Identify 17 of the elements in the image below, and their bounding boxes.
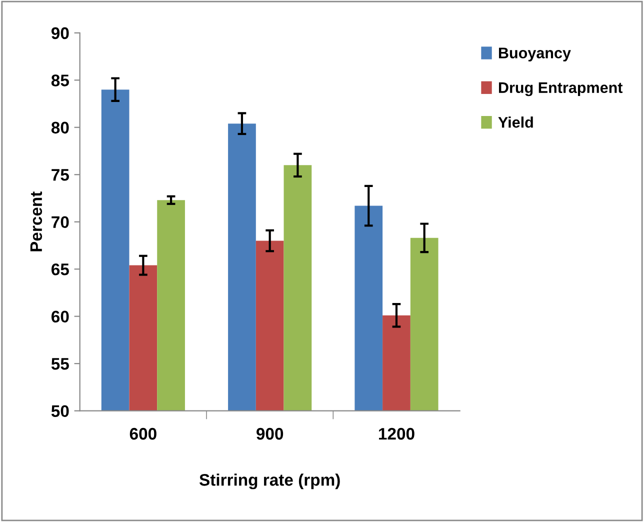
y-tick-label: 55 bbox=[51, 358, 69, 370]
legend-label: Yield bbox=[498, 116, 533, 128]
y-axis-title: Percent bbox=[30, 191, 42, 252]
y-tick-label: 85 bbox=[51, 74, 69, 86]
y-tick-label: 60 bbox=[52, 310, 69, 323]
x-tick-label: 1200 bbox=[379, 428, 414, 440]
legend-label: Buoyancy bbox=[498, 48, 571, 62]
y-tick-label: 90 bbox=[51, 27, 69, 40]
x-tick-label: 900 bbox=[256, 428, 284, 440]
y-tick-label: 75 bbox=[52, 169, 69, 181]
y-tick-label: 65 bbox=[52, 263, 69, 276]
y-tick-label: 50 bbox=[51, 405, 69, 418]
y-tick-label: 80 bbox=[51, 122, 69, 134]
x-tick-label: 600 bbox=[130, 428, 156, 440]
legend-label: Drug Entrapment bbox=[498, 82, 623, 96]
y-tick-label: 70 bbox=[52, 216, 69, 228]
x-axis-title: Stirring rate (rpm) bbox=[199, 474, 340, 490]
